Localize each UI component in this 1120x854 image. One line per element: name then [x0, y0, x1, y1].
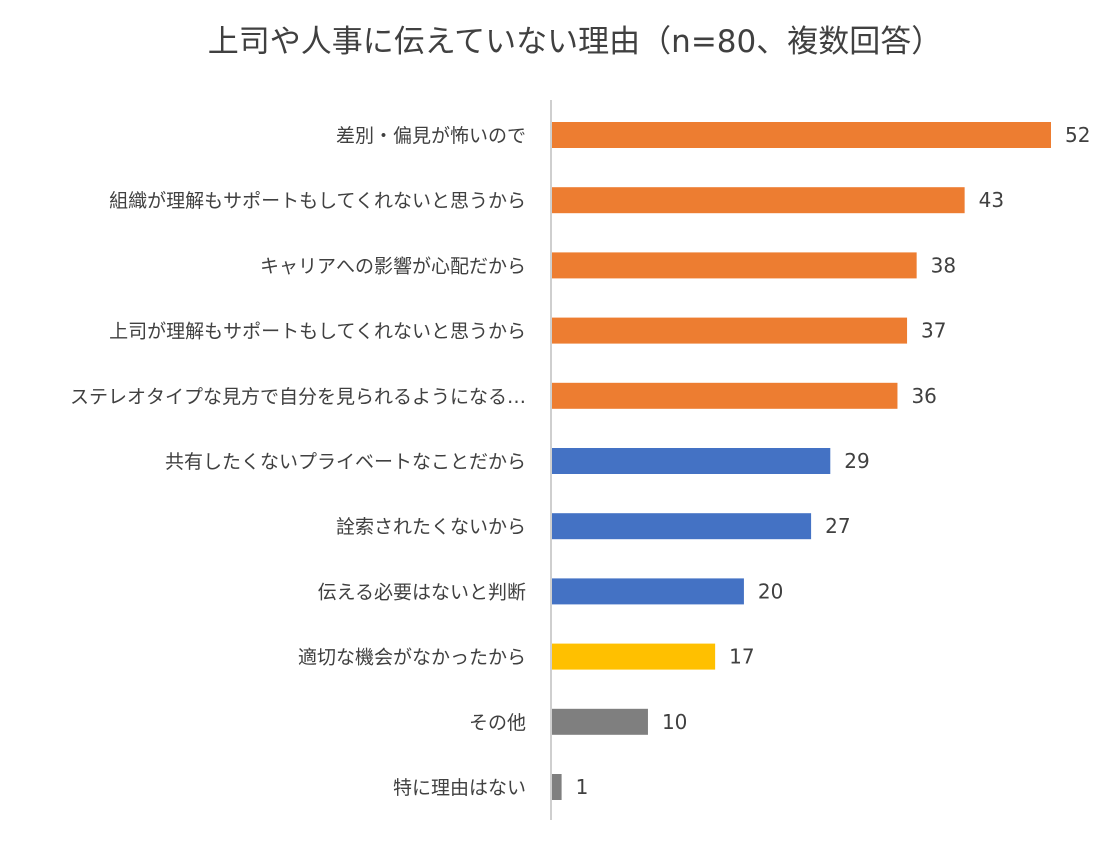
value-label-7: 20 — [758, 579, 783, 603]
bar-0 — [552, 122, 1051, 148]
bar-8 — [552, 643, 716, 670]
value-label-1: 43 — [979, 188, 1004, 212]
value-label-3: 37 — [921, 319, 946, 343]
bar-3 — [552, 317, 908, 344]
bar-10 — [552, 774, 562, 800]
bar-6 — [552, 513, 812, 540]
category-label-1: 組織が理解もサポートもしてくれないと思うから — [109, 190, 526, 212]
bar-4 — [552, 382, 898, 409]
category-label-6: 詮索されたくないから — [336, 516, 526, 538]
bar-2 — [552, 252, 917, 279]
value-label-6: 27 — [825, 514, 850, 538]
bars-group: 差別・偏見が怖いので 52 組織が理解もサポートもしてくれないと思うから 43 キャリア… — [70, 122, 1090, 800]
value-label-8: 17 — [729, 645, 754, 669]
value-label-4: 36 — [911, 384, 936, 408]
category-label-5: 共有したくないプライベートなことだから — [165, 451, 526, 473]
category-label-0: 差別・偏見が怖いので — [336, 125, 526, 147]
category-label-3: 上司が理解もサポートもしてくれないと思うから — [109, 321, 526, 343]
value-label-2: 38 — [931, 253, 956, 277]
value-label-0: 52 — [1065, 123, 1090, 147]
value-label-5: 29 — [844, 449, 869, 473]
bar-9 — [552, 708, 648, 735]
bar-7 — [552, 578, 744, 605]
value-label-10: 1 — [576, 775, 589, 799]
category-label-4: ステレオタイプな見方で自分を見られるようになる… — [70, 386, 526, 408]
category-label-7: 伝える必要はないと判断 — [318, 581, 526, 603]
category-label-8: 適切な機会がなかったから — [298, 647, 526, 669]
category-label-2: キャリアへの影響が心配だから — [260, 255, 526, 277]
bar-1 — [552, 187, 965, 214]
chart-title: 上司や人事に伝えていない理由（n=80、複数回答） — [208, 24, 943, 60]
category-label-10: 特に理由はない — [393, 777, 526, 799]
bar-5 — [552, 448, 831, 474]
value-label-9: 10 — [662, 710, 687, 734]
category-label-9: その他 — [469, 712, 526, 734]
